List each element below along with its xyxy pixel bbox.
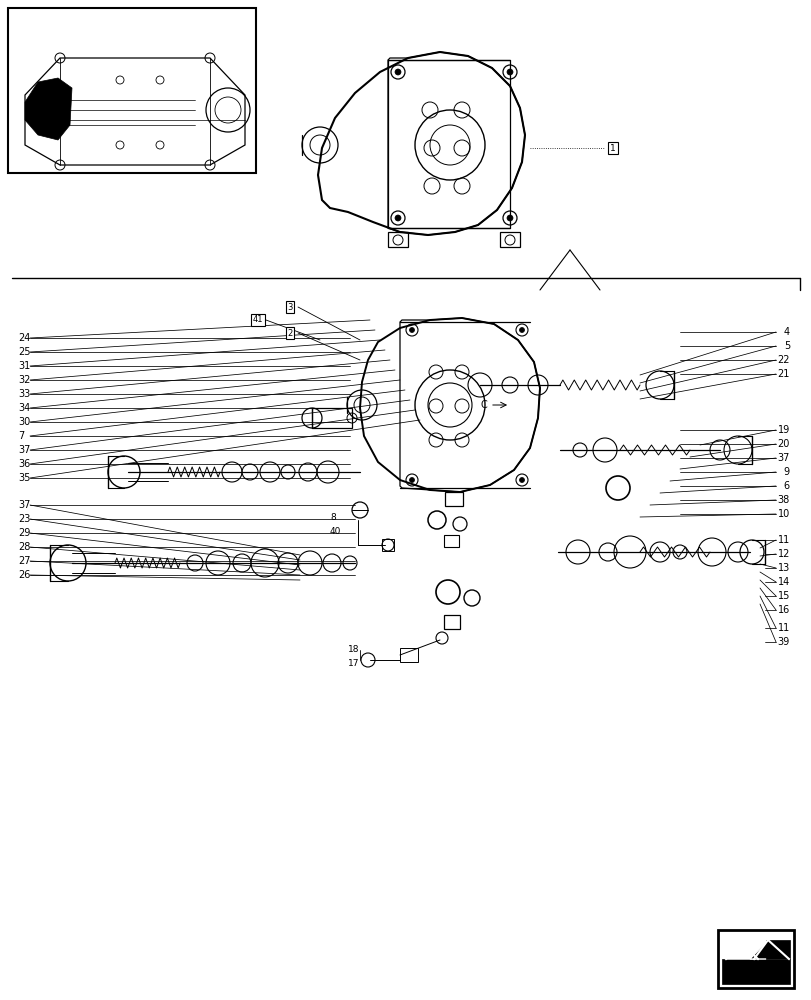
Bar: [388, 60, 509, 228]
Text: 5: 5: [783, 341, 789, 351]
Circle shape: [409, 478, 414, 483]
Text: 26: 26: [18, 570, 30, 580]
Text: C: C: [480, 400, 487, 410]
Text: 4: 4: [783, 327, 789, 337]
Text: 37: 37: [777, 453, 789, 463]
Text: 15: 15: [777, 591, 789, 601]
Text: 12: 12: [777, 549, 789, 559]
Text: 13: 13: [777, 563, 789, 573]
Bar: [400, 648, 418, 662]
Text: 28: 28: [18, 542, 30, 552]
Text: 39: 39: [777, 637, 789, 647]
Text: 10: 10: [777, 509, 789, 519]
Text: 40: 40: [329, 528, 341, 536]
Text: 20: 20: [777, 439, 789, 449]
Circle shape: [519, 478, 524, 483]
Text: 31: 31: [18, 361, 30, 371]
Circle shape: [394, 69, 401, 75]
Text: 11: 11: [777, 535, 789, 545]
Bar: [444, 615, 460, 629]
Bar: [444, 492, 462, 506]
Text: 22: 22: [777, 355, 789, 365]
Polygon shape: [749, 940, 788, 959]
Text: 3: 3: [287, 302, 292, 312]
Text: 11: 11: [777, 623, 789, 633]
Bar: [717, 930, 793, 988]
Text: 14: 14: [777, 577, 789, 587]
Text: 7: 7: [18, 431, 24, 441]
Text: 8: 8: [329, 514, 335, 522]
Text: 6: 6: [783, 481, 789, 491]
Text: 35: 35: [18, 473, 30, 483]
Text: 2: 2: [287, 328, 292, 338]
Polygon shape: [721, 959, 789, 984]
Text: 37: 37: [18, 445, 30, 455]
Text: 37: 37: [18, 500, 30, 510]
Polygon shape: [765, 940, 789, 959]
Polygon shape: [725, 944, 755, 959]
Text: 33: 33: [18, 389, 30, 399]
Text: 1: 1: [609, 144, 615, 153]
Bar: [8, 8, 255, 173]
Text: 9: 9: [783, 467, 789, 477]
Circle shape: [409, 328, 414, 332]
Text: 38: 38: [777, 495, 789, 505]
Text: 25: 25: [18, 347, 31, 357]
Text: 36: 36: [18, 459, 30, 469]
Text: 41: 41: [252, 316, 263, 324]
Text: 32: 32: [18, 375, 30, 385]
Bar: [444, 535, 458, 547]
Text: 19: 19: [777, 425, 789, 435]
Circle shape: [506, 215, 513, 221]
Polygon shape: [25, 78, 72, 140]
Circle shape: [519, 328, 524, 332]
Text: 23: 23: [18, 514, 30, 524]
Text: 16: 16: [777, 605, 789, 615]
Circle shape: [394, 215, 401, 221]
Text: 21: 21: [777, 369, 789, 379]
Bar: [381, 539, 393, 551]
Text: 30: 30: [18, 417, 30, 427]
Text: 17: 17: [348, 658, 359, 668]
Text: 24: 24: [18, 333, 30, 343]
Bar: [311, 408, 351, 428]
Text: 29: 29: [18, 528, 30, 538]
Circle shape: [506, 69, 513, 75]
Text: 27: 27: [18, 556, 31, 566]
Text: 34: 34: [18, 403, 30, 413]
Text: 18: 18: [348, 646, 359, 654]
